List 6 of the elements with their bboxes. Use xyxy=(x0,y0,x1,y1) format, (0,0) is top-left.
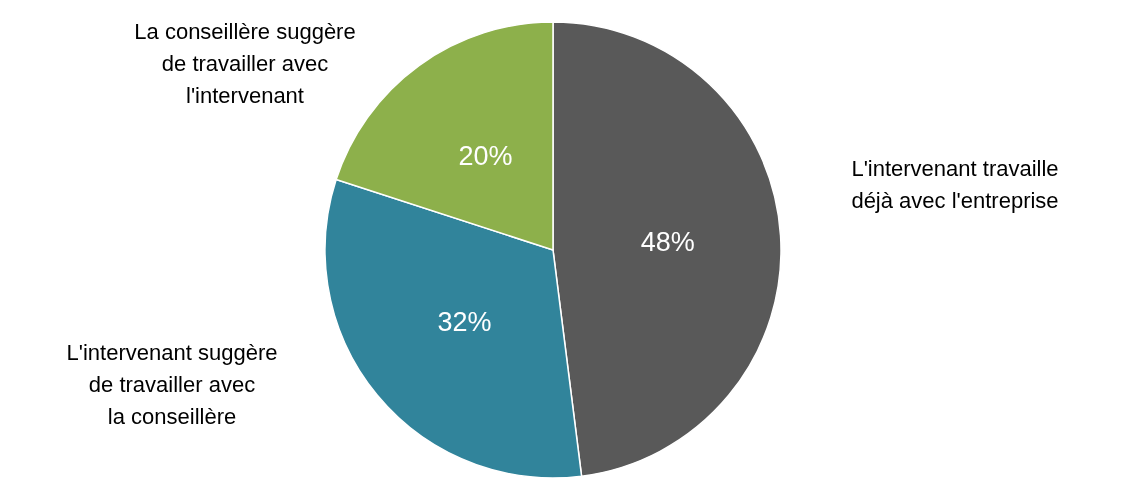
data-label: 32% xyxy=(437,307,492,338)
slice-label: L'intervenant suggère de travailler avec la conseillère xyxy=(66,340,278,429)
data-label: 20% xyxy=(458,140,513,171)
data-label: 48% xyxy=(640,226,695,257)
slice-label: L'intervenant travaille déjà avec l'entreprise xyxy=(851,156,1059,213)
slice-label: La conseillère suggère de travailler avec l'intervenant xyxy=(134,19,356,108)
